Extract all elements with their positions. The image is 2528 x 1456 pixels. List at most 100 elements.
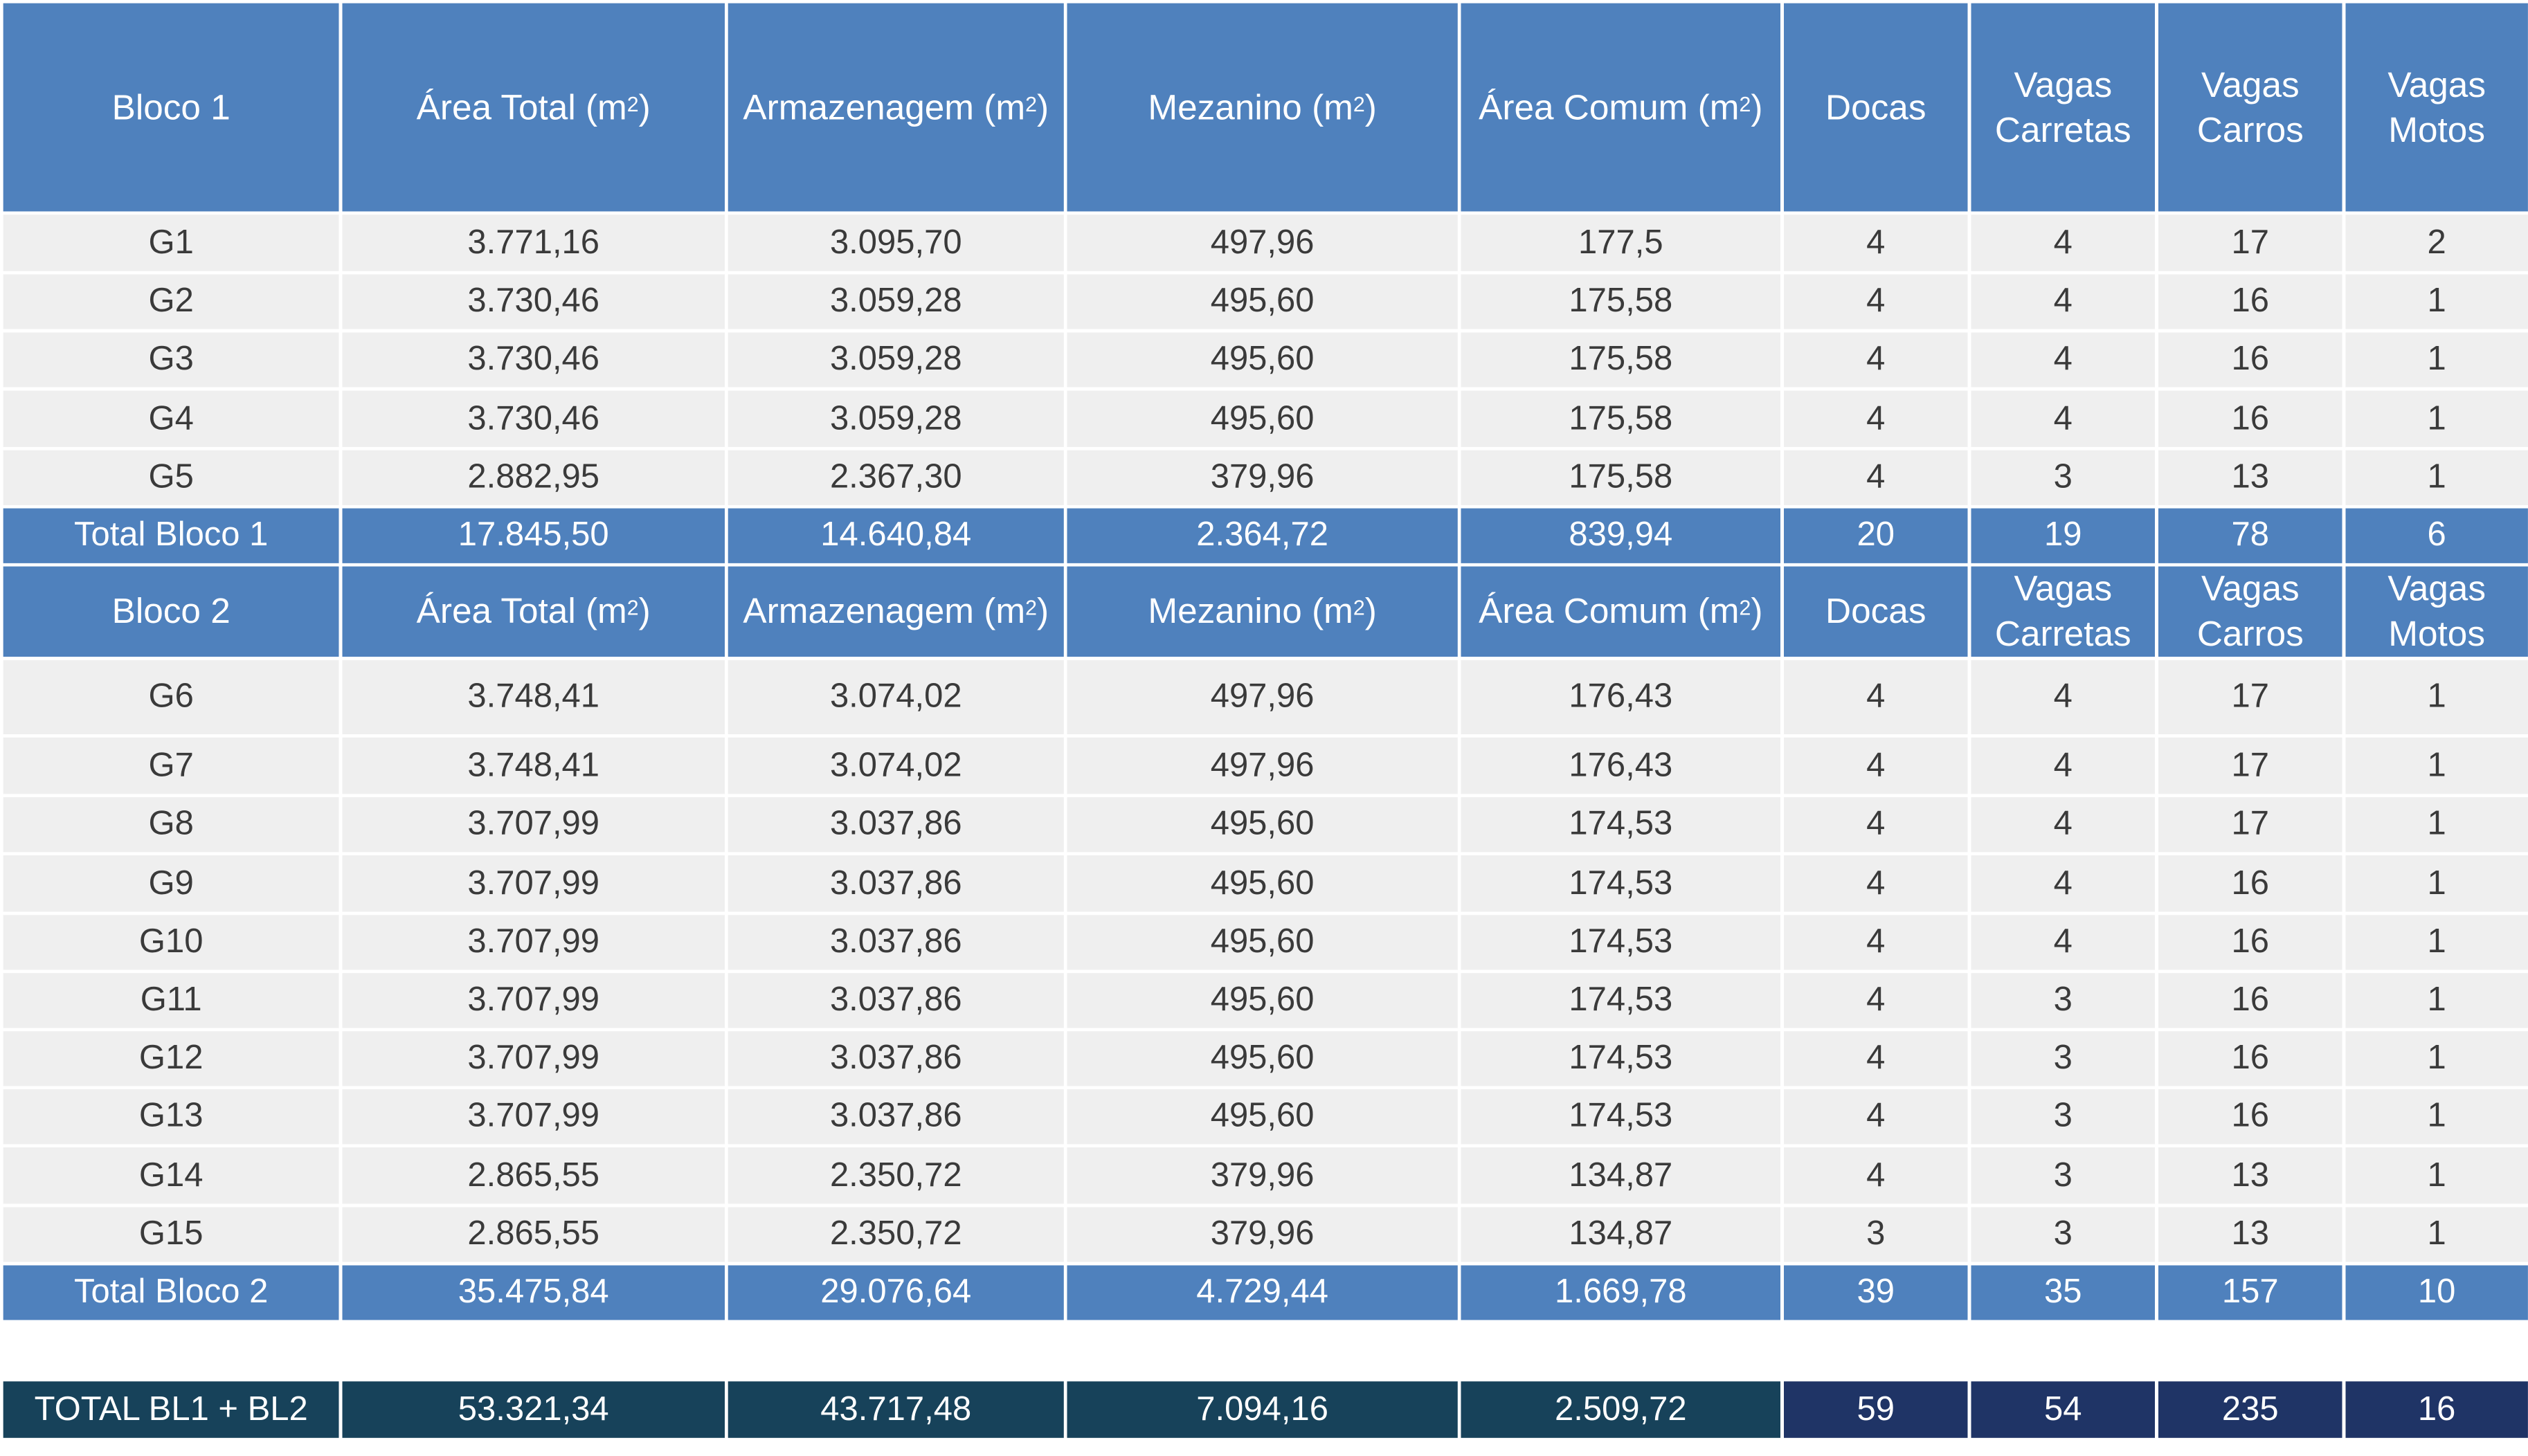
table-row: G10 3.707,99 3.037,86 495,60 174,53 4 4 16 1 <box>0 911 2528 974</box>
cell-vagas-carretas: 4 <box>1967 794 2158 855</box>
cell-area-comum: 174,53 <box>1457 1028 1784 1090</box>
cell-name: G13 <box>0 1086 343 1148</box>
cell-area-comum: 174,53 <box>1457 970 1784 1032</box>
cell-area-comum: 174,53 <box>1457 794 1784 855</box>
grand-total-vagas-motos: 16 <box>2342 1378 2528 1441</box>
cell-armazenagem: 3.059,28 <box>725 387 1067 451</box>
cell-docas: 4 <box>1780 1028 1971 1090</box>
header-carros-word: Carros <box>2196 613 2304 654</box>
cell-vagas-carretas: 4 <box>1967 734 2158 798</box>
cell-docas: 4 <box>1780 794 1971 855</box>
cell-mezanino: 497,96 <box>1063 211 1461 275</box>
cell-mezanino: 495,60 <box>1063 852 1461 916</box>
cell-mezanino: 497,96 <box>1063 657 1461 738</box>
cell-area-total: 3.771,16 <box>338 211 728 275</box>
header-armazenagem-close: ) <box>1037 590 1049 631</box>
cell-mezanino: 379,96 <box>1063 1203 1461 1266</box>
cell-area-comum: 1.669,78 <box>1457 1262 1784 1324</box>
grand-total-armazenagem: 43.717,48 <box>725 1378 1067 1441</box>
header-area-total-close: ) <box>638 590 651 631</box>
header-armazenagem-close: ) <box>1037 86 1049 127</box>
cell-armazenagem: 14.640,84 <box>725 504 1067 567</box>
cell-vagas-carretas: 4 <box>1967 911 2158 974</box>
cell-vagas-carretas: 4 <box>1967 329 2158 391</box>
cell-name: G5 <box>0 446 343 509</box>
cell-name: G11 <box>0 970 343 1032</box>
header-carros-word: Carros <box>2196 109 2304 149</box>
header-area-comum: Área Comum (m2) <box>1457 0 1784 215</box>
cell-vagas-motos: 1 <box>2342 852 2528 916</box>
cell-mezanino: 2.364,72 <box>1063 504 1461 567</box>
cell-vagas-carretas: 3 <box>1967 446 2158 509</box>
header-area-comum-label: Área Comum (m <box>1479 86 1740 127</box>
cell-docas: 20 <box>1780 504 1971 567</box>
cell-armazenagem: 3.095,70 <box>725 211 1067 275</box>
header-armazenagem-label: Armazenagem (m <box>743 86 1026 127</box>
cell-vagas-motos: 1 <box>2342 271 2528 333</box>
cell-vagas-carros: 17 <box>2155 657 2346 738</box>
cell-name: G8 <box>0 794 343 855</box>
cell-vagas-carretas: 4 <box>1967 852 2158 916</box>
cell-area-total: 3.707,99 <box>338 852 728 916</box>
header-mezanino-sup: 2 <box>1353 595 1365 620</box>
cell-vagas-carros: 13 <box>2155 1203 2346 1266</box>
cell-armazenagem: 3.037,86 <box>725 794 1067 855</box>
cell-vagas-motos: 1 <box>2342 657 2528 738</box>
cell-area-total: 3.730,46 <box>338 329 728 391</box>
cell-armazenagem: 2.350,72 <box>725 1144 1067 1208</box>
header-vagas-carros: Vagas Carros <box>2155 563 2346 660</box>
header-vagas-carros: Vagas Carros <box>2155 0 2346 215</box>
grand-total-docas: 59 <box>1780 1378 1971 1441</box>
header-mezanino: Mezanino (m2) <box>1063 563 1461 660</box>
cell-mezanino: 495,60 <box>1063 329 1461 391</box>
cell-docas: 3 <box>1780 1203 1971 1266</box>
cell-vagas-carros: 16 <box>2155 852 2346 916</box>
header-mezanino-label: Mezanino (m <box>1148 590 1353 631</box>
cell-vagas-carros: 78 <box>2155 504 2346 567</box>
cell-docas: 4 <box>1780 911 1971 974</box>
cell-area-comum: 175,58 <box>1457 329 1784 391</box>
cell-name: G10 <box>0 911 343 974</box>
bloco1-header-row: Bloco 1 Área Total (m2) Armazenagem (m2)… <box>0 0 2528 215</box>
cell-mezanino: 379,96 <box>1063 1144 1461 1208</box>
cell-armazenagem: 3.037,86 <box>725 852 1067 916</box>
cell-vagas-carros: 16 <box>2155 911 2346 974</box>
table-row: G14 2.865,55 2.350,72 379,96 134,87 4 3 13 1 <box>0 1144 2528 1208</box>
cell-vagas-motos: 1 <box>2342 1086 2528 1148</box>
cell-name: G12 <box>0 1028 343 1090</box>
cell-docas: 4 <box>1780 734 1971 798</box>
header-mezanino-sup: 2 <box>1353 91 1365 116</box>
cell-docas: 39 <box>1780 1262 1971 1324</box>
cell-vagas-motos: 1 <box>2342 1028 2528 1090</box>
cell-armazenagem: 3.074,02 <box>725 734 1067 798</box>
cell-area-total: 3.707,99 <box>338 1028 728 1090</box>
table-row: G8 3.707,99 3.037,86 495,60 174,53 4 4 17 1 <box>0 794 2528 855</box>
cell-area-comum: 175,58 <box>1457 387 1784 451</box>
header-area-total: Área Total (m2) <box>338 0 728 215</box>
grand-total-row: TOTAL BL1 + BL2 53.321,34 43.717,48 7.094,1… <box>0 1378 2528 1441</box>
cell-docas: 4 <box>1780 852 1971 916</box>
cell-mezanino: 495,60 <box>1063 271 1461 333</box>
cell-vagas-motos: 1 <box>2342 1203 2528 1266</box>
cell-armazenagem: 3.059,28 <box>725 271 1067 333</box>
cell-vagas-motos: 1 <box>2342 734 2528 798</box>
spacer-row <box>0 1320 2528 1382</box>
grand-total-mezanino: 7.094,16 <box>1063 1378 1461 1441</box>
cell-area-total: 3.730,46 <box>338 387 728 451</box>
cell-name: G1 <box>0 211 343 275</box>
table-row: G6 3.748,41 3.074,02 497,96 176,43 4 4 17 1 <box>0 657 2528 738</box>
cell-mezanino: 4.729,44 <box>1063 1262 1461 1324</box>
header-mezanino-label: Mezanino (m <box>1148 86 1353 127</box>
cell-area-total: 17.845,50 <box>338 504 728 567</box>
cell-vagas-carros: 17 <box>2155 794 2346 855</box>
header-vagas-word: Vagas <box>2014 64 2113 104</box>
cell-vagas-carretas: 19 <box>1967 504 2158 567</box>
cell-vagas-motos: 6 <box>2342 504 2528 567</box>
cell-vagas-carros: 17 <box>2155 211 2346 275</box>
cell-armazenagem: 3.037,86 <box>725 1086 1067 1148</box>
cell-armazenagem: 3.037,86 <box>725 911 1067 974</box>
table-row: G3 3.730,46 3.059,28 495,60 175,58 4 4 16 1 <box>0 329 2528 391</box>
cell-name: G7 <box>0 734 343 798</box>
cell-mezanino: 495,60 <box>1063 1028 1461 1090</box>
